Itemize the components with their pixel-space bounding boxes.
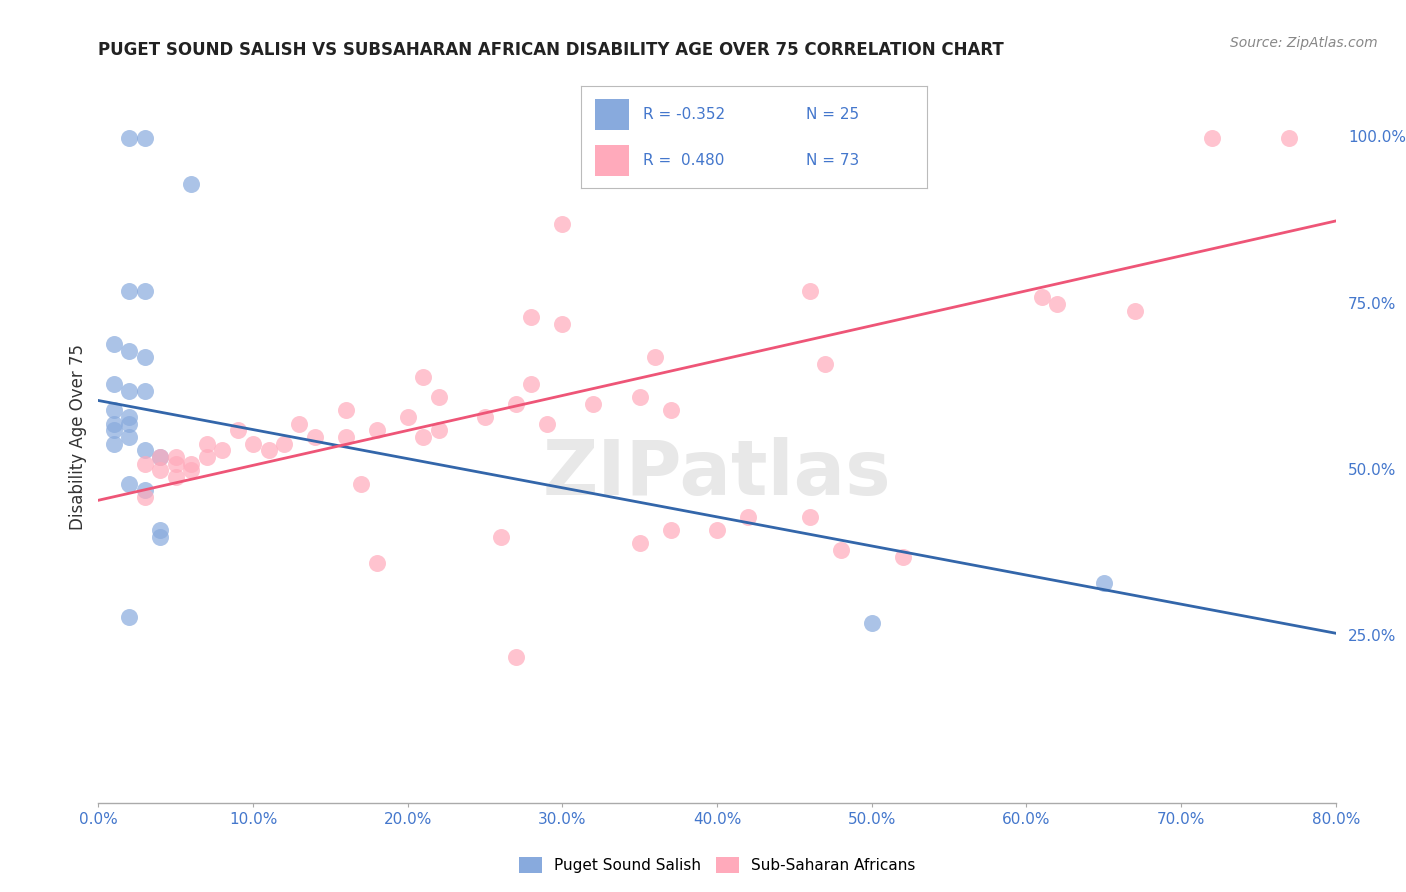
Point: [257, 443, 280, 458]
Text: Source: ZipAtlas.com: Source: ZipAtlas.com: [1230, 36, 1378, 50]
Point: [165, 457, 187, 471]
Point: [396, 410, 419, 425]
Point: [103, 337, 125, 351]
Point: [118, 131, 141, 145]
Point: [242, 436, 264, 450]
Point: [551, 317, 574, 331]
Point: [134, 384, 156, 398]
Text: 25.0%: 25.0%: [1348, 629, 1396, 644]
Legend: Puget Sound Salish, Sub-Saharan Africans: Puget Sound Salish, Sub-Saharan Africans: [512, 851, 922, 880]
Point: [814, 357, 837, 371]
Point: [134, 490, 156, 504]
Point: [335, 430, 357, 444]
Point: [644, 351, 666, 365]
Point: [226, 424, 249, 438]
Point: [180, 457, 202, 471]
Point: [335, 403, 357, 417]
Point: [659, 403, 682, 417]
Point: [180, 178, 202, 192]
Point: [350, 476, 373, 491]
Point: [118, 384, 141, 398]
Point: [134, 457, 156, 471]
Point: [628, 390, 651, 404]
Point: [1278, 131, 1301, 145]
Point: [149, 463, 172, 477]
Point: [706, 523, 728, 537]
Point: [103, 403, 125, 417]
Point: [195, 436, 218, 450]
Text: 100.0%: 100.0%: [1348, 130, 1406, 145]
Point: [103, 424, 125, 438]
Point: [520, 310, 543, 325]
Point: [1123, 303, 1146, 318]
Text: 75.0%: 75.0%: [1348, 297, 1396, 311]
Point: [366, 424, 388, 438]
Point: [1092, 576, 1115, 591]
Point: [103, 436, 125, 450]
Point: [149, 530, 172, 544]
Point: [427, 390, 450, 404]
Point: [659, 523, 682, 537]
Point: [628, 536, 651, 550]
Point: [288, 417, 311, 431]
Point: [551, 217, 574, 231]
Point: [273, 436, 295, 450]
Point: [1046, 297, 1069, 311]
Point: [118, 476, 141, 491]
Point: [505, 397, 527, 411]
Point: [799, 284, 821, 298]
Point: [737, 509, 759, 524]
Point: [118, 410, 141, 425]
Point: [149, 450, 172, 464]
Point: [134, 351, 156, 365]
Text: PUGET SOUND SALISH VS SUBSAHARAN AFRICAN DISABILITY AGE OVER 75 CORRELATION CHAR: PUGET SOUND SALISH VS SUBSAHARAN AFRICAN…: [98, 41, 1004, 59]
Point: [1386, 131, 1406, 145]
Point: [830, 543, 852, 558]
Point: [180, 463, 202, 477]
Point: [118, 284, 141, 298]
Point: [134, 443, 156, 458]
Text: 50.0%: 50.0%: [1348, 463, 1396, 478]
Point: [103, 417, 125, 431]
Point: [799, 509, 821, 524]
Point: [118, 343, 141, 358]
Point: [474, 410, 496, 425]
Point: [195, 450, 218, 464]
Point: [427, 424, 450, 438]
Point: [118, 417, 141, 431]
Point: [860, 616, 883, 631]
Point: [118, 430, 141, 444]
Point: [118, 609, 141, 624]
Point: [103, 376, 125, 391]
Point: [149, 450, 172, 464]
Point: [165, 450, 187, 464]
Point: [1031, 290, 1053, 304]
Point: [536, 417, 558, 431]
Point: [505, 649, 527, 664]
Point: [134, 284, 156, 298]
Point: [211, 443, 233, 458]
Point: [165, 470, 187, 484]
Point: [134, 483, 156, 498]
Point: [149, 523, 172, 537]
Point: [366, 557, 388, 571]
Point: [489, 530, 512, 544]
Point: [1201, 131, 1223, 145]
Text: ZIPatlas: ZIPatlas: [543, 437, 891, 510]
Point: [412, 370, 434, 384]
Point: [891, 549, 914, 564]
Point: [304, 430, 326, 444]
Point: [520, 376, 543, 391]
Y-axis label: Disability Age Over 75: Disability Age Over 75: [69, 344, 87, 530]
Point: [134, 131, 156, 145]
Point: [412, 430, 434, 444]
Point: [582, 397, 605, 411]
